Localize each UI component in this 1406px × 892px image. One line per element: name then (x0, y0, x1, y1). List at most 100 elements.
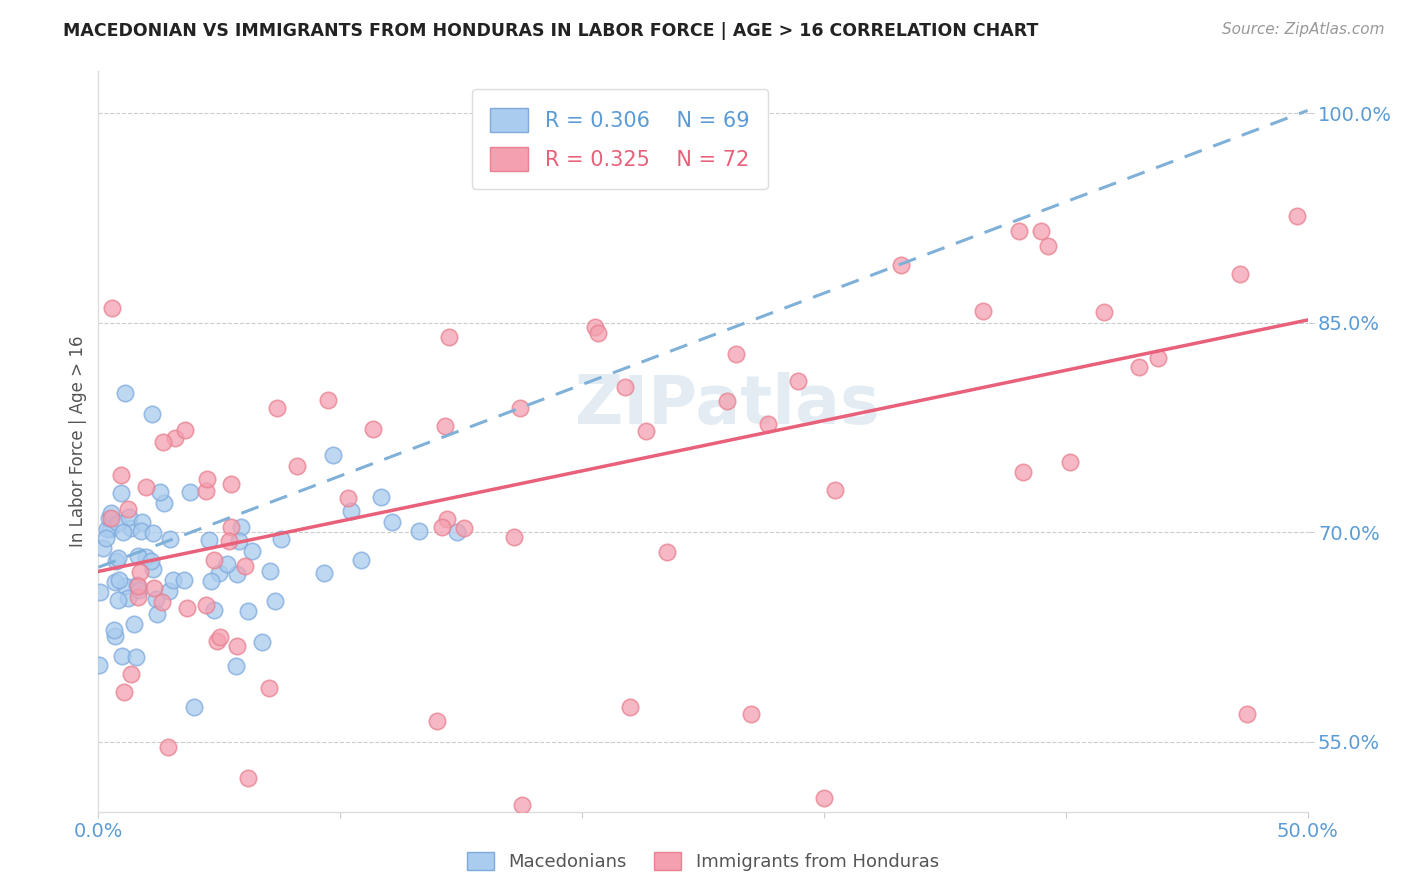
Point (125, 578, 148, 592)
Point (104, 554, 127, 568)
Point (91, 541, 114, 555)
Point (231, 520, 253, 534)
Point (110, 648, 132, 663)
Point (209, 630, 232, 644)
Point (96, 523, 118, 537)
Point (159, 532, 181, 546)
Point (1236, 706, 1258, 721)
Point (110, 467, 132, 482)
Point (128, 583, 150, 598)
Point (583, 320, 606, 334)
Point (1011, 465, 1033, 479)
Point (112, 524, 135, 539)
Text: MACEDONIAN VS IMMIGRANTS FROM HONDURAS IN LABOR FORCE | AGE > 16 CORRELATION CHA: MACEDONIAN VS IMMIGRANTS FROM HONDURAS I… (63, 22, 1039, 40)
Point (103, 623, 125, 637)
Point (430, 520, 453, 534)
Point (813, 790, 835, 805)
Point (117, 591, 139, 606)
Point (1094, 305, 1116, 319)
Point (141, 407, 163, 421)
Point (972, 304, 994, 318)
Point (142, 562, 165, 576)
Point (117, 502, 139, 516)
Point (270, 532, 292, 546)
Point (162, 574, 184, 588)
Point (1229, 267, 1251, 281)
Point (125, 650, 148, 665)
Point (104, 629, 127, 643)
Point (614, 380, 637, 394)
Point (436, 512, 458, 526)
Point (1059, 455, 1081, 469)
Point (740, 706, 762, 721)
Point (890, 258, 912, 272)
Point (219, 477, 242, 491)
Point (139, 554, 162, 568)
Point (114, 385, 136, 400)
Point (225, 659, 247, 673)
Point (426, 714, 449, 728)
Point (145, 607, 167, 621)
Point (153, 496, 176, 510)
Point (240, 544, 263, 558)
Point (104, 575, 127, 590)
Point (510, 797, 533, 812)
Point (252, 634, 274, 648)
Point (107, 592, 129, 607)
Point (173, 573, 195, 587)
Point (112, 685, 135, 699)
Point (122, 617, 145, 632)
Point (586, 326, 609, 340)
Point (127, 591, 149, 605)
Point (128, 566, 150, 580)
Point (195, 472, 218, 486)
Point (233, 559, 256, 574)
Point (120, 666, 142, 681)
Point (340, 504, 363, 518)
Point (101, 301, 124, 315)
Point (195, 483, 218, 498)
Point (787, 374, 810, 388)
Point (453, 521, 475, 535)
Point (824, 483, 846, 497)
Point (150, 595, 173, 609)
Point (1036, 239, 1059, 253)
Point (142, 525, 165, 540)
Text: Source: ZipAtlas.com: Source: ZipAtlas.com (1222, 22, 1385, 37)
Point (636, 424, 658, 438)
Point (225, 639, 247, 653)
Point (1146, 351, 1168, 365)
Point (94, 531, 117, 545)
Point (110, 486, 132, 500)
Point (312, 566, 335, 580)
Point (1128, 359, 1150, 374)
Point (361, 422, 384, 436)
Point (226, 566, 249, 581)
Point (316, 392, 339, 407)
Point (264, 594, 287, 608)
Point (118, 509, 141, 524)
Point (148, 485, 170, 500)
Point (503, 530, 526, 544)
Text: ZIPatlas: ZIPatlas (575, 372, 880, 437)
Point (322, 449, 344, 463)
Point (1031, 224, 1053, 238)
Point (200, 574, 222, 588)
Point (120, 521, 142, 535)
Point (259, 564, 281, 578)
Point (337, 491, 360, 506)
Point (97, 510, 120, 524)
Point (446, 525, 468, 540)
Point (142, 581, 165, 595)
Point (197, 533, 219, 547)
Point (1007, 224, 1029, 238)
Point (202, 552, 225, 566)
Point (257, 681, 280, 696)
Point (619, 700, 641, 714)
Point (135, 480, 157, 494)
Point (107, 516, 129, 530)
Point (207, 633, 229, 648)
Point (236, 771, 259, 785)
Legend: R = 0.306    N = 69, R = 0.325    N = 72: R = 0.306 N = 69, R = 0.325 N = 72 (471, 89, 768, 189)
Point (1286, 210, 1309, 224)
